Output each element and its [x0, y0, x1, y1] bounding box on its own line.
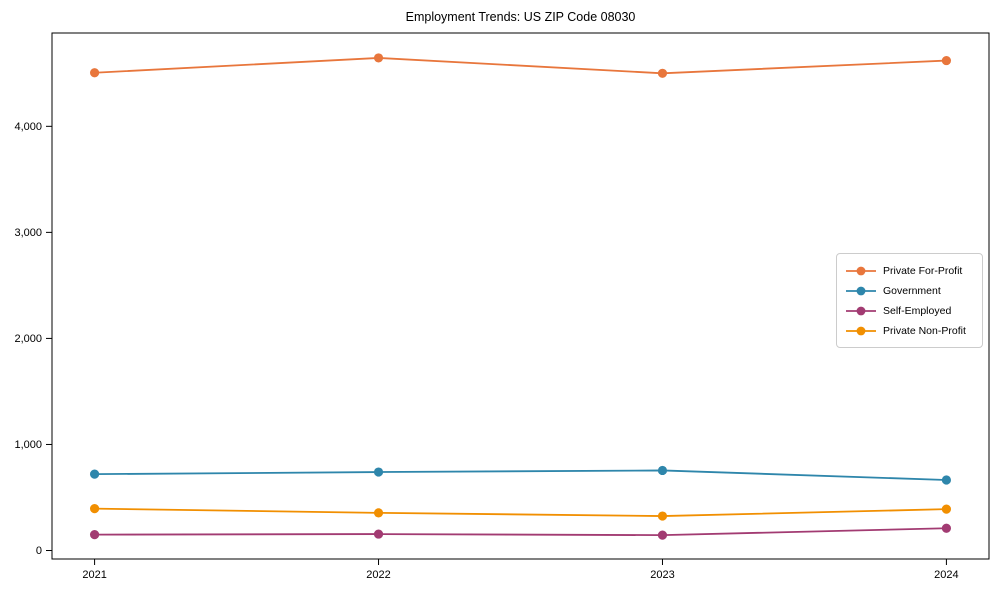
legend-marker-icon: [846, 306, 876, 315]
series-line-private-for-profit: [94, 57, 947, 75]
data-point: [373, 529, 384, 539]
legend-label: Self-Employed: [883, 304, 952, 317]
legend-marker-icon: [846, 266, 876, 275]
series-line-private-non-profit: [94, 507, 947, 517]
data-point: [373, 467, 384, 477]
legend-item-government: Government: [846, 281, 972, 300]
y-tick-label: 1,000: [14, 439, 42, 451]
data-point: [89, 504, 100, 514]
data-point: [373, 508, 384, 518]
data-point: [941, 523, 952, 533]
x-tick-label: 2024: [934, 569, 958, 581]
data-point: [941, 475, 952, 485]
series-line-self-employed: [94, 527, 947, 537]
plot-border: [51, 32, 990, 560]
series-line-government: [94, 469, 947, 481]
data-point: [941, 504, 952, 514]
data-point: [657, 465, 668, 476]
data-point: [657, 68, 668, 78]
data-point: [89, 68, 100, 78]
legend-label: Private For-Profit: [883, 264, 963, 277]
data-point: [89, 530, 100, 540]
legend-item-private-for-profit: Private For-Profit: [846, 261, 972, 280]
legend-item-self-employed: Self-Employed: [846, 301, 972, 320]
chart-legend: Private For-Profit Government Self-Employe…: [836, 253, 983, 348]
legend-item-private-non-profit: Private Non-Profit: [846, 321, 972, 340]
data-point: [941, 55, 952, 66]
x-tick-label: 2022: [366, 569, 390, 581]
legend-marker-icon: [846, 326, 876, 335]
y-tick-label: 0: [36, 545, 42, 557]
data-point: [657, 511, 668, 521]
chart-title: Employment Trends: US ZIP Code 08030: [405, 10, 636, 24]
y-tick-label: 4,000: [14, 121, 42, 133]
data-point: [89, 469, 100, 479]
y-tick-label: 2,000: [14, 333, 42, 345]
legend-marker-icon: [846, 286, 876, 295]
legend-label: Private Non-Profit: [883, 324, 966, 337]
data-point: [373, 53, 384, 63]
x-tick-label: 2021: [82, 569, 106, 581]
x-tick-label: 2023: [650, 569, 674, 581]
y-tick-label: 3,000: [14, 227, 42, 239]
data-point: [657, 530, 668, 540]
legend-label: Government: [883, 284, 941, 297]
